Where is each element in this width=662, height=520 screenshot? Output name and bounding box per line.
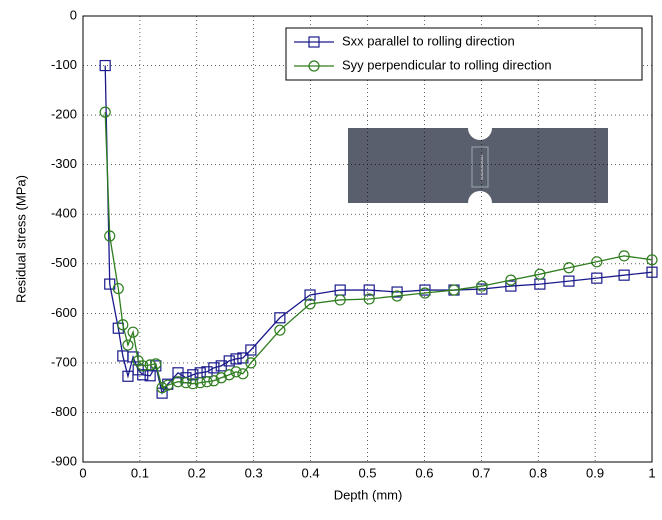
data-point xyxy=(223,369,235,381)
data-point xyxy=(476,283,488,295)
legend-marker xyxy=(308,60,320,72)
legend-box xyxy=(285,27,643,81)
data-point xyxy=(230,366,242,378)
y-tick-label: -400 xyxy=(51,206,77,221)
data-point xyxy=(122,370,134,382)
specimen-outline xyxy=(471,146,489,188)
data-point xyxy=(563,275,575,287)
plot-area xyxy=(82,15,653,463)
legend-marker xyxy=(308,36,320,48)
data-point xyxy=(391,290,403,302)
data-point xyxy=(99,59,111,72)
data-point xyxy=(304,298,316,310)
data-point xyxy=(245,357,257,369)
data-point xyxy=(104,278,116,290)
data-point xyxy=(274,324,286,336)
data-point xyxy=(104,230,116,242)
data-point xyxy=(505,274,517,286)
data-point xyxy=(448,284,460,296)
y-tick-label: -700 xyxy=(51,354,77,369)
data-point xyxy=(237,352,249,364)
specimen-shape xyxy=(348,128,608,203)
y-tick-label: -800 xyxy=(51,404,77,419)
data-point xyxy=(127,326,139,338)
x-tick-label: 1 xyxy=(648,465,655,480)
data-point xyxy=(117,319,129,331)
data-point xyxy=(144,359,156,371)
data-point xyxy=(112,282,124,295)
data-point xyxy=(391,286,403,298)
data-point xyxy=(618,250,630,262)
data-point xyxy=(122,339,134,351)
data-point xyxy=(274,312,286,324)
x-tick-label: 0.8 xyxy=(529,465,547,480)
inset-image xyxy=(348,128,608,203)
y-tick-label: -500 xyxy=(51,255,77,270)
data-point xyxy=(137,369,149,381)
data-point xyxy=(230,353,242,365)
data-point xyxy=(476,280,488,292)
y-tick-label: -900 xyxy=(51,453,77,468)
x-tick-label: 0.6 xyxy=(415,465,433,480)
data-point xyxy=(237,368,249,380)
data-point xyxy=(162,379,174,391)
y-tick-label: 0 xyxy=(70,7,77,22)
data-point xyxy=(187,378,199,390)
data-point xyxy=(419,284,431,296)
data-point xyxy=(194,377,206,389)
data-point xyxy=(201,376,213,388)
legend-label: Sxx parallel to rolling direction xyxy=(342,33,515,48)
x-tick-label: 0 xyxy=(79,465,86,480)
data-point xyxy=(187,369,199,381)
x-tick-label: 0.2 xyxy=(188,465,206,480)
data-point xyxy=(334,294,346,306)
data-point xyxy=(144,370,156,382)
data-point xyxy=(563,262,575,274)
data-point xyxy=(646,266,658,278)
x-tick-label: 0.3 xyxy=(245,465,263,480)
data-point xyxy=(618,269,630,281)
data-point xyxy=(363,284,375,296)
data-point xyxy=(180,377,192,389)
data-point xyxy=(99,106,111,118)
y-tick-label: -200 xyxy=(51,107,77,122)
x-axis-label: Depth (mm) xyxy=(334,487,403,502)
data-point xyxy=(591,256,603,268)
data-point xyxy=(646,254,658,266)
x-tick-label: 0.1 xyxy=(131,465,149,480)
data-point xyxy=(304,289,316,301)
data-point xyxy=(591,272,603,284)
data-point xyxy=(534,268,546,280)
data-point xyxy=(172,376,184,388)
x-tick-label: 0.9 xyxy=(586,465,604,480)
y-axis-label: Residual stress (MPa) xyxy=(13,175,28,303)
data-point xyxy=(215,372,227,384)
series-line xyxy=(104,112,653,389)
data-point xyxy=(223,355,235,367)
legend-label: Syy perpendicular to rolling direction xyxy=(342,57,552,72)
y-tick-label: -300 xyxy=(51,156,77,171)
data-point xyxy=(150,358,162,370)
x-tick-label: 0.7 xyxy=(472,465,490,480)
x-tick-label: 0.5 xyxy=(358,465,376,480)
x-tick-label: 0.4 xyxy=(302,465,320,480)
data-point xyxy=(208,362,220,374)
data-point xyxy=(505,280,517,292)
data-point xyxy=(137,360,149,372)
y-tick-label: -100 xyxy=(51,57,77,72)
data-point xyxy=(419,287,431,299)
data-point xyxy=(208,375,220,387)
data-point xyxy=(156,382,168,394)
y-tick-label: -600 xyxy=(51,305,77,320)
data-point xyxy=(245,344,257,356)
data-point xyxy=(363,293,375,305)
